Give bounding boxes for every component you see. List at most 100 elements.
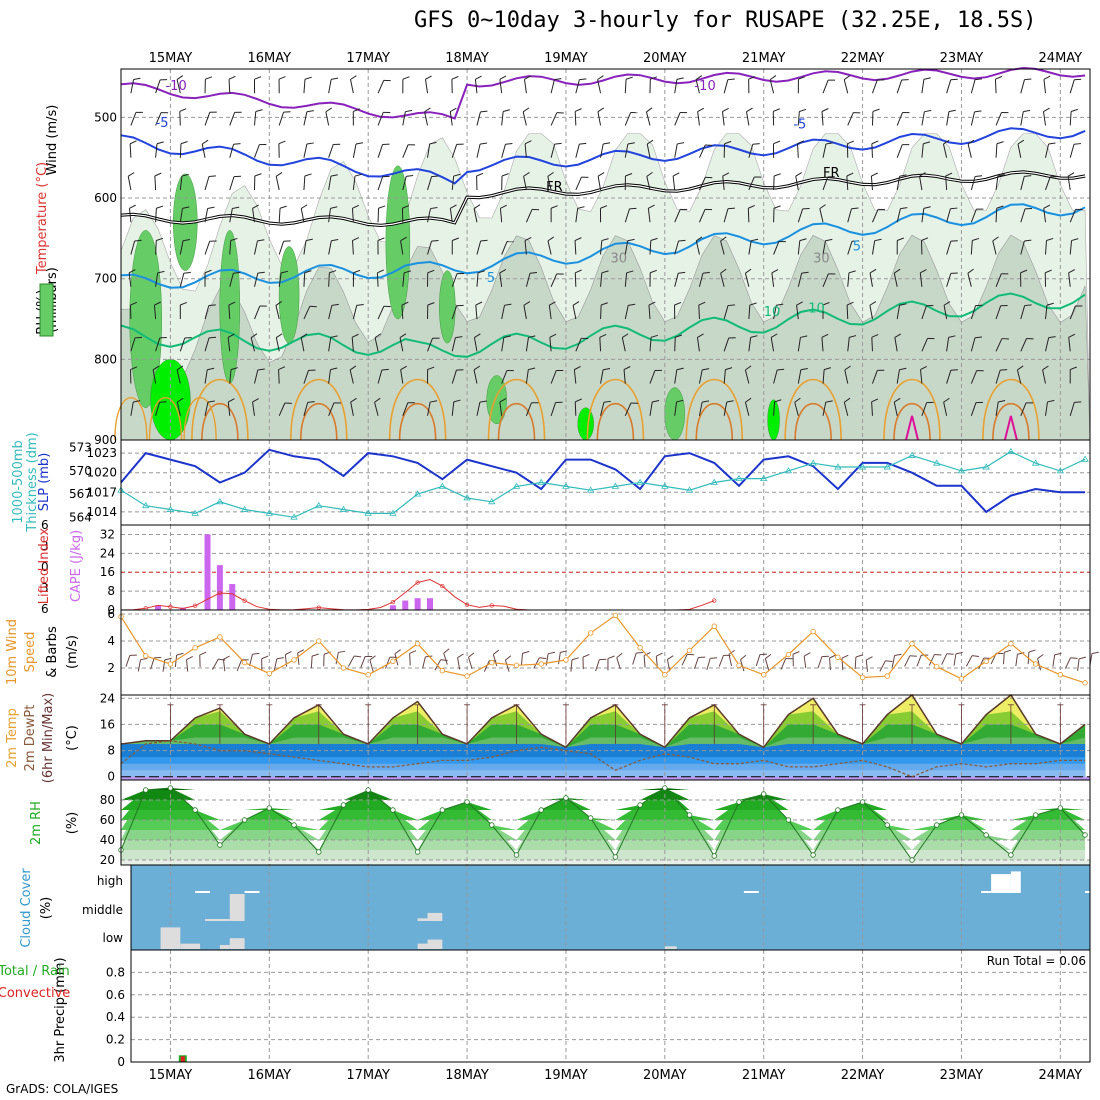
wind-barb — [575, 398, 582, 403]
wind-barb — [154, 175, 157, 191]
lifted-index-marker — [415, 580, 420, 585]
wind10-barb — [941, 653, 948, 665]
wind-barb — [674, 273, 679, 287]
wind-barb — [674, 337, 676, 352]
wind-barb — [600, 272, 603, 287]
wind-barb — [179, 108, 187, 112]
wind10-speed-marker — [934, 663, 940, 670]
date-label-top: 17MAY — [346, 51, 390, 66]
wind-barb — [843, 402, 849, 416]
date-label-top: 24MAY — [1039, 51, 1083, 66]
wind-barb — [205, 76, 213, 80]
wind10-speed-label: Speed — [23, 632, 38, 673]
wind-barb — [374, 337, 379, 352]
wind10-barb — [971, 655, 980, 657]
rh2m-axis-label: 2m RH — [29, 801, 44, 845]
rh2m-marker — [538, 807, 544, 813]
wind-barb — [300, 208, 305, 223]
wind10-barb — [1077, 658, 1080, 671]
wind-barb — [255, 109, 263, 112]
wind-barb — [597, 172, 605, 177]
rh2m-marker — [266, 805, 273, 811]
wind10-barb — [916, 654, 922, 667]
wind-barb — [844, 397, 851, 403]
wind-barb — [233, 271, 241, 274]
precip-frame — [130, 949, 1091, 1063]
wind-barb — [675, 334, 683, 338]
wind-barb — [503, 335, 511, 338]
wind-barb — [921, 338, 928, 352]
wind-barb — [377, 112, 384, 126]
wind-barb — [946, 111, 950, 126]
wind-barb — [794, 402, 799, 416]
temp-warm-contour — [388, 378, 447, 441]
wind-barb — [627, 238, 635, 242]
lifted-index-marker — [168, 604, 173, 609]
lifted-tick-label: 6 — [41, 602, 49, 616]
wind-barb — [797, 240, 801, 255]
wind-barb — [698, 401, 703, 416]
wind-barb — [624, 240, 629, 255]
cape-bar — [155, 605, 162, 610]
wind10-barb — [261, 655, 269, 660]
wind-barb — [252, 398, 259, 403]
wind-barb — [695, 79, 700, 94]
wind-barb — [698, 209, 706, 223]
wind-barb — [1017, 365, 1024, 371]
wind-barb — [750, 335, 758, 338]
date-label-bottom: 19MAY — [544, 1068, 588, 1083]
rh2m-marker — [143, 787, 149, 793]
wind-barb — [229, 112, 236, 126]
thickness-tick-label: 567 — [69, 487, 92, 501]
cape-tick-label: 24 — [100, 546, 115, 560]
wind-barb — [624, 402, 632, 417]
wind-barb — [921, 208, 925, 223]
thickness-marker — [562, 482, 570, 489]
wind-barb — [600, 369, 604, 384]
wind-barb — [331, 239, 339, 242]
wind-barb — [846, 305, 849, 320]
wind10-barb — [1091, 651, 1099, 655]
wind-barb — [727, 207, 735, 210]
wind-barb — [698, 144, 706, 158]
wind-barb — [550, 112, 558, 126]
wind-barb — [975, 175, 983, 177]
temp-warm-contour — [497, 402, 536, 441]
wind10-speed-marker — [785, 651, 792, 658]
wind-barb — [227, 337, 231, 352]
wind10-barb — [894, 653, 902, 656]
wind-barb — [797, 273, 803, 287]
wind-barb — [774, 399, 782, 403]
thickness-marker — [166, 505, 175, 512]
cape-tick-label: 8 — [107, 584, 115, 598]
wind-barb — [624, 272, 628, 287]
cloud-block-middle — [417, 918, 428, 921]
wind-barb — [328, 208, 331, 223]
lifted-index-marker — [316, 605, 321, 610]
wind-barb — [599, 337, 602, 352]
wind-barb — [677, 142, 685, 145]
thickness-marker — [438, 482, 447, 489]
wind-barb — [950, 207, 958, 210]
wind-barb — [128, 208, 132, 223]
wind-barb — [1046, 237, 1054, 242]
lifted-index-marker — [464, 602, 470, 607]
cape-bar — [216, 565, 223, 610]
cloud-background — [131, 865, 1090, 950]
wind10-barb — [125, 655, 131, 667]
wind-barb — [995, 75, 1003, 80]
wind-barb — [427, 240, 433, 255]
wind10-barb — [965, 655, 973, 667]
wind10-speed-marker — [587, 630, 594, 636]
wind-barb — [305, 238, 313, 242]
slp-tick-label: 1023 — [86, 446, 117, 460]
wind-barb — [871, 401, 873, 416]
wind-barb — [204, 269, 212, 274]
cloud-block-low — [664, 946, 677, 949]
wind-barb — [946, 337, 950, 352]
wind-barb — [825, 238, 833, 242]
wind10-speed-marker — [192, 645, 198, 651]
wind-barb — [450, 204, 457, 209]
wind-barb — [1048, 336, 1056, 339]
rh2m-tick-label: 60 — [100, 813, 115, 827]
